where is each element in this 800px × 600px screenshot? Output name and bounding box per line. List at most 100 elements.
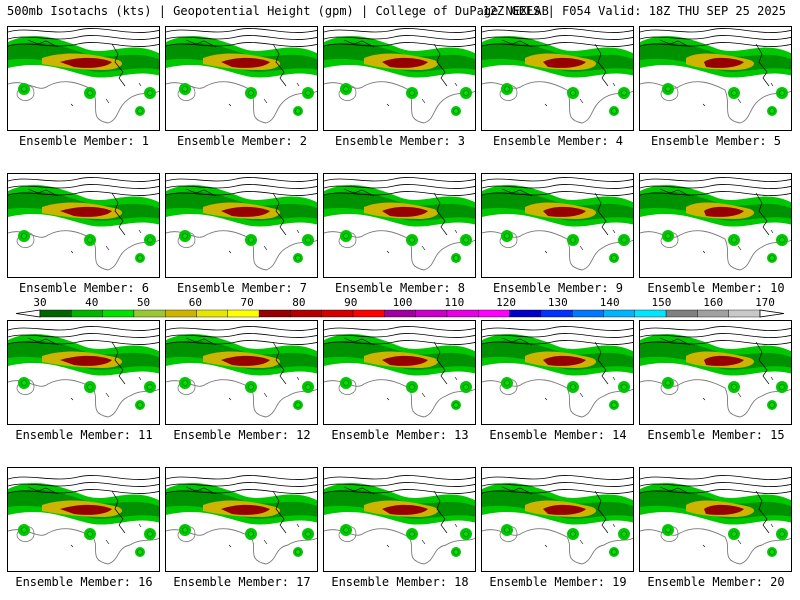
ensemble-member-map — [7, 173, 160, 278]
ensemble-member-map — [639, 467, 792, 572]
ensemble-member-label: Ensemble Member: 7 — [176, 281, 308, 295]
colorbar-tick-label: 150 — [651, 296, 671, 309]
header-title: 500mb Isotachs (kts) | Geopotential Heig… — [7, 4, 549, 18]
colorbar-tick-label: 160 — [703, 296, 723, 309]
ensemble-member-map — [165, 173, 318, 278]
colorbar-arrow-high — [759, 309, 785, 318]
ensemble-member-map — [481, 320, 634, 425]
colorbar-swatch — [165, 309, 197, 318]
colorbar-swatch — [321, 309, 354, 318]
isotach-map-graphic — [166, 28, 317, 124]
colorbar-swatch — [71, 309, 103, 318]
colorbar-swatch — [290, 309, 322, 318]
isotach-map-graphic — [8, 177, 159, 271]
colorbar-tick-label: 140 — [600, 296, 620, 309]
ensemble-member-map — [323, 467, 476, 572]
ensemble-member-map — [639, 26, 792, 131]
colorbar-swatch — [728, 309, 761, 318]
colorbar-swatch — [540, 309, 573, 318]
isotach-map-graphic — [482, 28, 633, 124]
colorbar-swatch — [509, 309, 542, 318]
ensemble-member-label: Ensemble Member: 9 — [492, 281, 624, 295]
colorbar-swatch — [478, 309, 510, 318]
ensemble-member-label: Ensemble Member: 4 — [492, 134, 624, 148]
ensemble-member-label: Ensemble Member: 15 — [647, 428, 785, 442]
colorbar-swatch — [634, 309, 667, 318]
ensemble-member-label: Ensemble Member: 11 — [15, 428, 153, 442]
ensemble-member-map — [323, 26, 476, 131]
isotach-map-graphic — [324, 475, 475, 565]
colorbar-swatch — [665, 309, 698, 318]
colorbar-tick-label: 50 — [137, 296, 150, 309]
isotach-map-graphic — [640, 177, 791, 271]
colorbar-swatch — [258, 309, 291, 318]
colorbar-arrow-low — [15, 309, 41, 318]
ensemble-member-label: Ensemble Member: 17 — [173, 575, 311, 589]
ensemble-member-map — [639, 173, 792, 278]
colorbar-swatch — [102, 309, 135, 318]
ensemble-member-label: Ensemble Member: 10 — [647, 281, 785, 295]
isotach-map-graphic — [482, 326, 633, 418]
colorbar-swatch — [39, 309, 72, 318]
ensemble-member-label: Ensemble Member: 14 — [489, 428, 627, 442]
isotach-map-graphic — [166, 475, 317, 565]
ensemble-member-label: Ensemble Member: 20 — [647, 575, 785, 589]
isotach-map-graphic — [482, 177, 633, 271]
ensemble-member-label: Ensemble Member: 5 — [650, 134, 782, 148]
colorbar-tick-label: 40 — [85, 296, 98, 309]
colorbar-tick-label: 130 — [548, 296, 568, 309]
colorbar-swatch — [352, 309, 385, 318]
ensemble-member-label: Ensemble Member: 2 — [176, 134, 308, 148]
ensemble-member-label: Ensemble Member: 16 — [15, 575, 153, 589]
colorbar-swatch — [446, 309, 479, 318]
isotach-map-graphic — [640, 326, 791, 418]
colorbar-swatch — [697, 309, 729, 318]
isotach-map-graphic — [8, 475, 159, 565]
colorbar-tick-label: 100 — [393, 296, 413, 309]
ensemble-member-label: Ensemble Member: 13 — [331, 428, 469, 442]
colorbar-swatch — [571, 309, 604, 318]
ensemble-member-map — [7, 320, 160, 425]
colorbar-swatch — [384, 309, 416, 318]
ensemble-member-map — [639, 320, 792, 425]
ensemble-member-label: Ensemble Member: 3 — [334, 134, 466, 148]
ensemble-member-label: Ensemble Member: 12 — [173, 428, 311, 442]
isotach-map-graphic — [8, 28, 159, 124]
colorbar-tick-label: 110 — [444, 296, 464, 309]
colorbar-swatch — [196, 309, 229, 318]
ensemble-member-map — [481, 467, 634, 572]
colorbar-tick-label: 120 — [496, 296, 516, 309]
colorbar-swatch — [133, 309, 166, 318]
isotach-map-graphic — [8, 326, 159, 418]
ensemble-member-map — [481, 26, 634, 131]
ensemble-member-label: Ensemble Member: 8 — [334, 281, 466, 295]
colorbar-tick-label: 170 — [755, 296, 775, 309]
ensemble-member-label: Ensemble Member: 19 — [489, 575, 627, 589]
ensemble-member-map — [165, 467, 318, 572]
ensemble-member-map — [481, 173, 634, 278]
colorbar-tick-label: 60 — [189, 296, 202, 309]
ensemble-member-label: Ensemble Member: 18 — [331, 575, 469, 589]
header-valid-time: 12Z GEFS | F054 Valid: 18Z THU SEP 25 20… — [482, 4, 786, 18]
colorbar-tick-label: 90 — [344, 296, 357, 309]
ensemble-member-map — [165, 320, 318, 425]
isotach-map-graphic — [640, 475, 791, 565]
ensemble-member-map — [323, 173, 476, 278]
colorbar-tick-label: 30 — [33, 296, 46, 309]
isotach-map-graphic — [482, 475, 633, 565]
isotach-map-graphic — [324, 28, 475, 124]
ensemble-member-map — [7, 467, 160, 572]
ensemble-member-label: Ensemble Member: 1 — [18, 134, 150, 148]
colorbar-swatch — [603, 309, 635, 318]
ensemble-member-map — [7, 26, 160, 131]
ensemble-member-map — [323, 320, 476, 425]
isotach-map-graphic — [324, 177, 475, 271]
colorbar-swatch — [415, 309, 448, 318]
isotach-map-graphic — [640, 28, 791, 124]
colorbar-swatch — [227, 309, 260, 318]
ensemble-member-label: Ensemble Member: 6 — [18, 281, 150, 295]
isotach-map-graphic — [166, 326, 317, 418]
isotach-map-graphic — [324, 326, 475, 418]
ensemble-member-map — [165, 26, 318, 131]
colorbar-tick-label: 80 — [292, 296, 305, 309]
